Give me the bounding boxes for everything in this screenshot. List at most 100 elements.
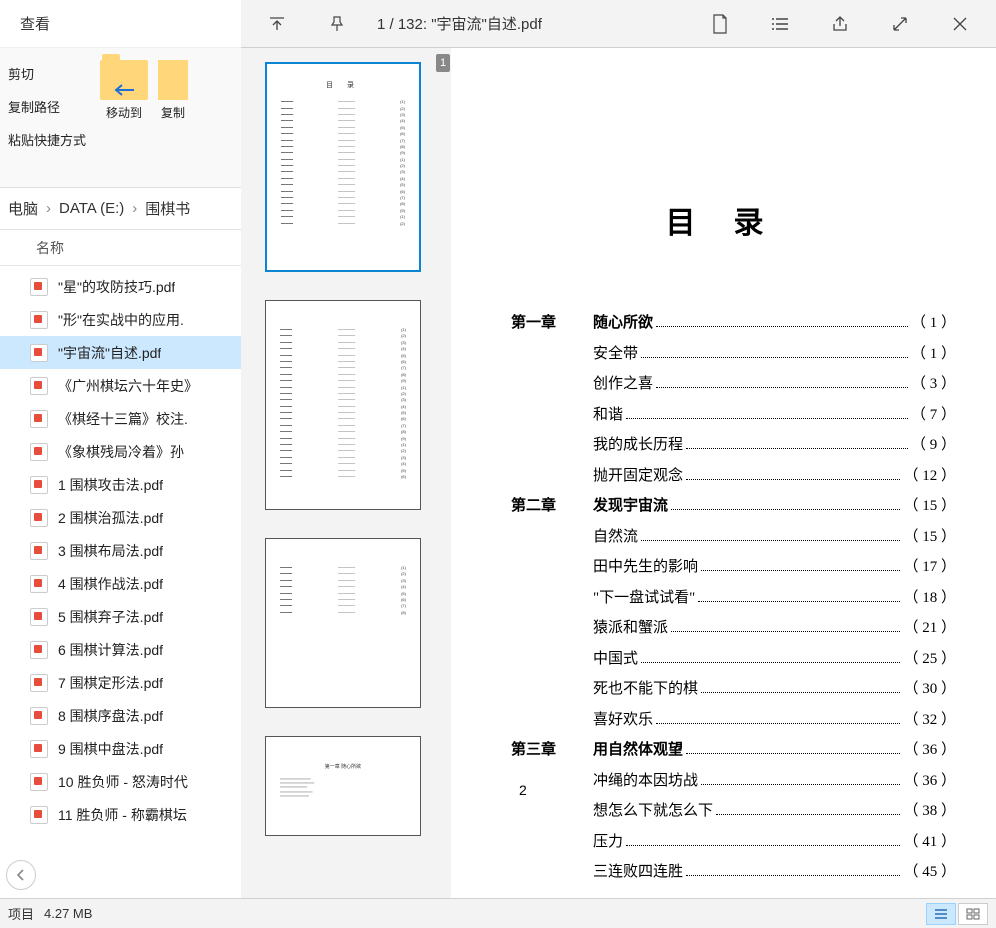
file-name: 2 围棋治孤法.pdf bbox=[58, 508, 163, 528]
icons-view-button[interactable] bbox=[958, 903, 988, 925]
file-row[interactable]: 4 围棋作战法.pdf bbox=[0, 567, 241, 600]
status-item-label: 项目 bbox=[8, 904, 34, 923]
file-explorer: 查看 剪切 复制路径 粘贴快捷方式 移动到 复制 电脑 › DATA (E:) … bbox=[0, 0, 241, 880]
ribbon: 剪切 复制路径 粘贴快捷方式 移动到 复制 bbox=[0, 48, 241, 188]
status-bar: 项目 4.27 MB bbox=[0, 898, 996, 928]
move-to-button[interactable]: 移动到 bbox=[100, 60, 148, 121]
pdf-file-icon bbox=[30, 575, 48, 593]
toc-row: "下一盘试试看"（ 18 ） bbox=[511, 587, 956, 610]
toc-title: 目录 bbox=[511, 198, 956, 242]
file-name: "形"在实战中的应用. bbox=[58, 310, 184, 330]
file-name: 5 围棋弃子法.pdf bbox=[58, 607, 163, 627]
pdf-file-icon bbox=[30, 344, 48, 362]
pdf-thumbnail[interactable]: 目 录 ━━━━━──────(1)━━━━━──────(2)━━━━━───… bbox=[265, 62, 421, 272]
file-row[interactable]: 《象棋残局冷着》孙 bbox=[0, 435, 241, 468]
new-page-icon[interactable] bbox=[692, 1, 748, 47]
file-name: 7 围棋定形法.pdf bbox=[58, 673, 163, 693]
toc-row: 和谐（ 7 ） bbox=[511, 404, 956, 427]
file-row[interactable]: 9 围棋中盘法.pdf bbox=[0, 732, 241, 765]
file-name: 3 围棋布局法.pdf bbox=[58, 541, 163, 561]
toc-row: 第二章发现宇宙流（ 15 ） bbox=[511, 495, 956, 518]
toc-row: 田中先生的影响（ 17 ） bbox=[511, 556, 956, 579]
toc-row: 猿派和蟹派（ 21 ） bbox=[511, 617, 956, 640]
toc-row: 创作之喜（ 3 ） bbox=[511, 373, 956, 396]
file-name: "星"的攻防技巧.pdf bbox=[58, 277, 175, 297]
toc-row: 第一章随心所欲（ 1 ） bbox=[511, 312, 956, 335]
file-row[interactable]: 11 胜负师 - 称霸棋坛 bbox=[0, 798, 241, 831]
view-menu[interactable]: 查看 bbox=[0, 0, 241, 48]
copy-to-label: 复制 bbox=[161, 104, 185, 121]
file-name: 9 围棋中盘法.pdf bbox=[58, 739, 163, 759]
file-row[interactable]: 1 围棋攻击法.pdf bbox=[0, 468, 241, 501]
file-row[interactable]: 8 围棋序盘法.pdf bbox=[0, 699, 241, 732]
pdf-file-icon bbox=[30, 443, 48, 461]
pdf-thumbnail[interactable]: 第一章 随心所欲 ━━━━━━━━━━━━━━━━━━━━━━━━━━━━━━━… bbox=[265, 736, 421, 836]
file-row[interactable]: "宇宙流"自述.pdf bbox=[0, 336, 241, 369]
pdf-page-view: 目录 第一章随心所欲（ 1 ）安全带（ 1 ）创作之喜（ 3 ）和谐（ 7 ）我… bbox=[451, 48, 996, 898]
file-row[interactable]: "形"在实战中的应用. bbox=[0, 303, 241, 336]
details-view-button[interactable] bbox=[926, 903, 956, 925]
page-footer-number: 2 bbox=[519, 782, 527, 798]
copy-to-button[interactable]: 复制 bbox=[158, 60, 188, 121]
toc-row: 喜好欢乐（ 32 ） bbox=[511, 709, 956, 732]
file-name: 1 围棋攻击法.pdf bbox=[58, 475, 163, 495]
pdf-title: 1 / 132: "宇宙流"自述.pdf bbox=[377, 13, 542, 34]
breadcrumb-part[interactable]: 围棋书 bbox=[145, 198, 190, 219]
toc-row: 第三章用自然体观望（ 36 ） bbox=[511, 739, 956, 762]
file-row[interactable]: 《棋经十三篇》校注. bbox=[0, 402, 241, 435]
paste-shortcut-button[interactable]: 粘贴快捷方式 bbox=[4, 128, 90, 151]
pdf-viewer-topbar: 1 / 132: "宇宙流"自述.pdf bbox=[241, 0, 996, 48]
pdf-file-icon bbox=[30, 410, 48, 428]
pdf-file-icon bbox=[30, 740, 48, 758]
file-row[interactable]: 《广州棋坛六十年史》 bbox=[0, 369, 241, 402]
file-name: 《象棋残局冷着》孙 bbox=[58, 442, 184, 462]
fullscreen-icon[interactable] bbox=[872, 1, 928, 47]
folder-icon bbox=[158, 60, 188, 100]
pdf-thumbnail[interactable]: ━━━━━──────(1)━━━━━──────(2)━━━━━──────(… bbox=[265, 300, 421, 510]
toc-row: 想怎么下就怎么下（ 38 ） bbox=[511, 800, 956, 823]
column-header-name[interactable]: 名称 bbox=[0, 230, 241, 266]
page-badge: 1 bbox=[436, 54, 450, 72]
toc-row: 抛开固定观念（ 12 ） bbox=[511, 465, 956, 488]
file-list: "星"的攻防技巧.pdf "形"在实战中的应用. "宇宙流"自述.pdf 《广州棋坛六… bbox=[0, 266, 241, 835]
toc-list: 第一章随心所欲（ 1 ）安全带（ 1 ）创作之喜（ 3 ）和谐（ 7 ）我的成长… bbox=[511, 312, 956, 884]
file-row[interactable]: 2 围棋治孤法.pdf bbox=[0, 501, 241, 534]
cut-button[interactable]: 剪切 bbox=[4, 62, 90, 85]
pdf-file-icon bbox=[30, 542, 48, 560]
outline-icon[interactable] bbox=[752, 1, 808, 47]
file-name: "宇宙流"自述.pdf bbox=[58, 343, 161, 363]
file-row[interactable]: "星"的攻防技巧.pdf bbox=[0, 270, 241, 303]
toc-row: 自然流（ 15 ） bbox=[511, 526, 956, 549]
file-name: 《棋经十三篇》校注. bbox=[58, 409, 188, 429]
file-row[interactable]: 3 围棋布局法.pdf bbox=[0, 534, 241, 567]
pdf-file-icon bbox=[30, 509, 48, 527]
file-row[interactable]: 7 围棋定形法.pdf bbox=[0, 666, 241, 699]
toc-row: 压力（ 41 ） bbox=[511, 831, 956, 854]
toc-row: 中国式（ 25 ） bbox=[511, 648, 956, 671]
file-row[interactable]: 10 胜负师 - 怒涛时代 bbox=[0, 765, 241, 798]
share-icon[interactable] bbox=[812, 1, 868, 47]
copy-path-button[interactable]: 复制路径 bbox=[4, 95, 90, 118]
toc-row: 安全带（ 1 ） bbox=[511, 343, 956, 366]
file-row[interactable]: 5 围棋弃子法.pdf bbox=[0, 600, 241, 633]
toc-row: 死也不能下的棋（ 30 ） bbox=[511, 678, 956, 701]
pdf-file-icon bbox=[30, 773, 48, 791]
close-button[interactable] bbox=[932, 1, 988, 47]
pdf-file-icon bbox=[30, 674, 48, 692]
pdf-thumbnail[interactable]: ━━━━━──────(1)━━━━━──────(2)━━━━━──────(… bbox=[265, 538, 421, 708]
file-name: 11 胜负师 - 称霸棋坛 bbox=[58, 805, 187, 825]
breadcrumb[interactable]: 电脑 › DATA (E:) › 围棋书 bbox=[0, 188, 241, 230]
file-row[interactable]: 6 围棋计算法.pdf bbox=[0, 633, 241, 666]
breadcrumb-sep: › bbox=[46, 200, 51, 217]
scroll-top-button[interactable] bbox=[249, 1, 305, 47]
file-name: 6 围棋计算法.pdf bbox=[58, 640, 163, 660]
back-button[interactable] bbox=[6, 860, 36, 890]
file-name: 《广州棋坛六十年史》 bbox=[58, 376, 198, 396]
pdf-file-icon bbox=[30, 476, 48, 494]
breadcrumb-part[interactable]: 电脑 bbox=[8, 198, 38, 219]
folder-icon bbox=[100, 60, 148, 100]
breadcrumb-part[interactable]: DATA (E:) bbox=[59, 200, 124, 217]
pdf-file-icon bbox=[30, 641, 48, 659]
move-to-label: 移动到 bbox=[106, 104, 142, 121]
pin-button[interactable] bbox=[309, 1, 365, 47]
